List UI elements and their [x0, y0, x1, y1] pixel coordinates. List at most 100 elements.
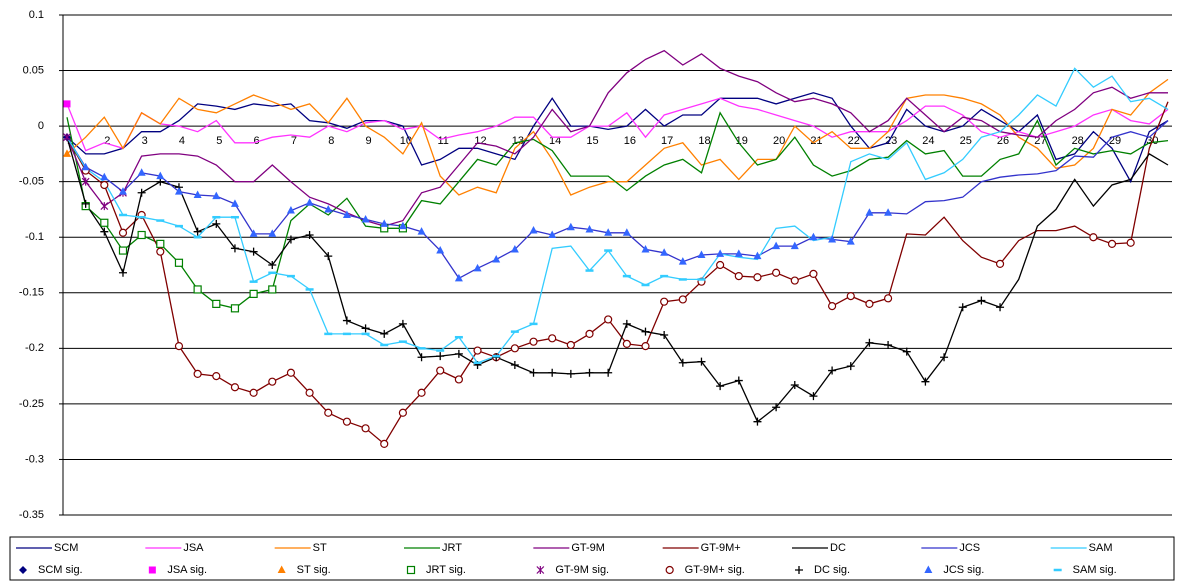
marker — [212, 372, 221, 381]
marker — [324, 252, 333, 261]
marker — [268, 261, 277, 269]
marker — [996, 303, 1005, 312]
marker — [63, 100, 71, 108]
legend-label: JCS sig. — [943, 564, 984, 576]
marker — [63, 149, 71, 157]
marker — [249, 247, 258, 256]
marker — [585, 224, 594, 233]
marker — [883, 294, 893, 303]
marker — [230, 304, 240, 313]
marker — [454, 349, 463, 358]
marker — [19, 566, 27, 574]
x-tick-label: 4 — [179, 135, 185, 147]
series-line — [66, 78, 1169, 196]
marker — [324, 408, 333, 417]
marker — [865, 299, 874, 308]
marker — [753, 417, 762, 426]
marker — [268, 285, 277, 294]
marker — [473, 346, 482, 355]
marker — [604, 315, 613, 324]
series-line — [66, 120, 1169, 280]
marker — [100, 172, 109, 181]
legend-label: GT-9M+ sig. — [685, 564, 745, 576]
marker — [865, 338, 874, 347]
marker — [921, 377, 930, 386]
marker — [417, 388, 426, 397]
marker — [100, 218, 109, 227]
marker — [380, 219, 389, 227]
marker — [100, 202, 109, 211]
marker — [174, 342, 184, 351]
marker — [398, 408, 407, 417]
marker — [417, 227, 426, 235]
marker — [865, 208, 874, 216]
marker — [406, 565, 416, 575]
marker — [230, 244, 239, 253]
x-tick-label: 15 — [586, 135, 598, 147]
marker — [995, 259, 1005, 268]
legend-label: JSA sig. — [167, 564, 207, 576]
x-tick-label: 14 — [549, 135, 561, 147]
legend-label: ST sig. — [297, 564, 331, 576]
marker — [1089, 233, 1098, 242]
marker — [958, 303, 967, 312]
x-tick-label: 5 — [216, 135, 222, 147]
series-line — [66, 49, 1168, 227]
marker — [622, 319, 631, 328]
x-tick-label: 13 — [512, 135, 524, 147]
marker — [81, 177, 90, 186]
marker — [380, 439, 389, 448]
marker — [436, 246, 445, 254]
marker — [753, 273, 762, 282]
legend-label: GT-9M sig. — [555, 564, 609, 576]
marker — [137, 168, 146, 176]
marker — [361, 324, 370, 333]
y-tick-label: -0.2 — [25, 342, 44, 354]
x-tick-label: 18 — [698, 135, 710, 147]
series-line — [66, 92, 1169, 184]
marker — [454, 375, 463, 384]
marker — [622, 228, 631, 236]
marker — [473, 263, 482, 272]
x-tick-label: 22 — [848, 135, 860, 147]
marker — [193, 285, 202, 294]
marker — [63, 133, 71, 142]
marker — [398, 221, 407, 230]
marker — [734, 376, 743, 385]
x-tick-label: 27 — [1034, 135, 1046, 147]
y-tick-label: 0.05 — [23, 64, 44, 76]
marker — [510, 244, 519, 253]
marker — [536, 566, 545, 574]
marker — [884, 208, 893, 216]
marker — [156, 247, 165, 256]
marker — [716, 249, 725, 257]
marker — [641, 244, 650, 253]
legend-label: DC sig. — [814, 564, 850, 576]
y-tick-label: -0.15 — [19, 287, 44, 299]
marker — [772, 403, 781, 412]
marker — [585, 329, 594, 338]
legend-label: JSA — [183, 542, 204, 554]
x-tick-label: 16 — [624, 135, 636, 147]
marker — [361, 424, 370, 433]
marker — [585, 368, 594, 377]
y-tick-label: -0.3 — [25, 453, 44, 465]
marker — [156, 239, 165, 248]
marker — [697, 357, 706, 366]
marker — [193, 369, 202, 378]
marker — [529, 337, 538, 346]
marker — [148, 566, 156, 574]
x-tick-label: 9 — [366, 135, 372, 147]
marker — [137, 230, 146, 240]
marker — [940, 353, 949, 362]
marker — [286, 368, 296, 377]
marker — [436, 352, 445, 361]
legend-label: JRT sig. — [426, 564, 466, 576]
marker — [641, 342, 650, 351]
legend-label: SCM sig. — [38, 564, 83, 576]
marker — [716, 260, 725, 270]
legend-label: SAM sig. — [1073, 564, 1117, 576]
marker — [454, 273, 463, 282]
x-tick-label: 2 — [104, 135, 110, 147]
